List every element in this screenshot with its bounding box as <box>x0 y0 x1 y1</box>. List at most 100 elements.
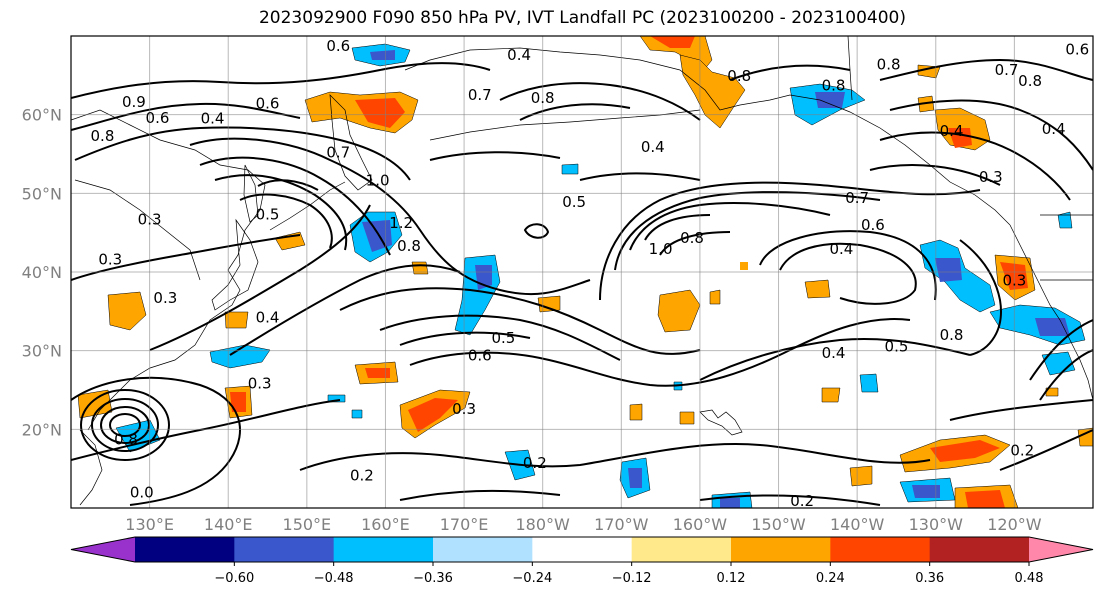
positive-anomaly-patch <box>355 98 405 128</box>
longitude-label: 130°W <box>909 515 964 534</box>
coastline-sakhalin <box>243 164 259 223</box>
coastline-philippines <box>79 429 103 506</box>
contour-value-label: 0.4 <box>641 138 665 156</box>
longitude-label: 180°W <box>516 515 571 534</box>
contour-line <box>889 99 1093 171</box>
colorbar-tick-label: −0.12 <box>612 571 652 586</box>
contour-value-label: 0.3 <box>98 250 122 268</box>
colorbar-tick-label: 0.36 <box>915 571 944 586</box>
negative-anomaly-patch <box>370 50 395 60</box>
coastline-alaska <box>404 47 1011 226</box>
colorbar-segment <box>234 537 335 562</box>
latitude-label: 50°N <box>22 184 62 203</box>
contour-value-label: 0.3 <box>1002 272 1026 290</box>
contour-value-label: 0.4 <box>822 344 846 362</box>
coastline-hawaii <box>699 409 743 436</box>
contour-value-label: 0.6 <box>861 216 885 234</box>
positive-anomaly-patch <box>107 291 147 331</box>
positive-anomaly-patch <box>965 490 1005 508</box>
colorbar-tick-label: −0.24 <box>512 571 552 586</box>
colorbar-tick-label: 0.24 <box>816 571 845 586</box>
contour-line <box>71 376 241 506</box>
negative-anomaly-patch <box>1057 211 1073 229</box>
contour-value-label: 0.8 <box>397 237 421 255</box>
positive-anomaly-patch <box>930 440 1000 462</box>
negative-anomaly-patch <box>815 92 845 108</box>
contour-value-label: 0.4 <box>1042 120 1066 138</box>
contour-value-label: 0.8 <box>680 229 704 247</box>
positive-anomaly-patch <box>740 262 748 270</box>
contour-line <box>644 214 711 241</box>
colorbar-tick-label: −0.48 <box>314 571 354 586</box>
longitude-label: 160°W <box>673 515 728 534</box>
contour-value-label: 0.2 <box>523 454 547 472</box>
longitude-label: 150°E <box>283 515 332 534</box>
colorbar-outline <box>70 536 1094 563</box>
negative-anomaly-patch <box>628 468 642 488</box>
contour-value-label: 0.8 <box>1018 72 1042 90</box>
contour-value-label: 0.7 <box>468 86 492 104</box>
contour-ring <box>80 389 170 461</box>
contour-line <box>399 331 531 346</box>
colorbar-segment <box>929 537 1030 562</box>
contour-value-label: 0.7 <box>326 143 350 161</box>
negative-anomaly-patch <box>720 498 740 508</box>
coastline-kamchatka <box>329 94 373 191</box>
colorbar-tick-label: −0.36 <box>413 571 453 586</box>
negative-anomaly-patch <box>935 258 962 282</box>
positive-anomaly-patch <box>650 36 695 48</box>
contour-value-label: 1.2 <box>389 214 413 232</box>
positive-anomaly-patch <box>537 295 561 313</box>
contour-value-label: 0.6 <box>468 346 492 364</box>
contour-value-label: 0.6 <box>146 109 170 127</box>
contour-line <box>779 242 917 305</box>
contour-line <box>71 234 301 281</box>
positive-anomaly-patch <box>77 389 113 419</box>
latitude-label: 60°N <box>22 106 62 125</box>
colorbar-tick-label: 0.12 <box>717 571 746 586</box>
contour-value-label: 0.4 <box>830 240 854 258</box>
positive-anomaly-patch <box>365 368 390 378</box>
contour-value-label: 0.8 <box>822 77 846 95</box>
contour-value-label: 0.4 <box>940 122 964 140</box>
contour-line <box>214 174 348 251</box>
contour-line <box>659 231 731 256</box>
contour-line <box>519 103 631 121</box>
contour-line <box>71 102 301 131</box>
colorbar: −0.60 −0.48 −0.36 −0.24 −0.12 0.12 0.24 0.36 0.4… <box>70 536 1094 586</box>
negative-anomaly-patch <box>1041 351 1076 376</box>
negative-anomaly-patch <box>561 163 579 175</box>
gridline-layer <box>71 36 1093 508</box>
colorbar-segment <box>830 537 931 562</box>
contour-value-label: 0.3 <box>452 400 476 418</box>
positive-anomaly-patch <box>1045 387 1059 397</box>
longitude-label: 120°W <box>987 515 1042 534</box>
contour-value-label: 0.7 <box>845 189 869 207</box>
latitude-label: 40°N <box>22 263 62 282</box>
contour-line <box>699 338 971 381</box>
contour-line <box>959 239 1002 356</box>
coastline-asia <box>71 109 266 431</box>
contour-value-label: 0.2 <box>1010 442 1034 460</box>
longitude-label: 140°E <box>204 515 253 534</box>
positive-anomaly-patch <box>224 311 249 329</box>
contour-ring <box>91 398 159 452</box>
contour-value-label: 0.8 <box>940 326 964 344</box>
colorbar-segment <box>731 537 831 562</box>
contour-value-label: 0.5 <box>491 329 515 347</box>
contour-value-label: 0.4 <box>256 309 280 327</box>
coastline-japan <box>211 218 259 311</box>
contour-line <box>189 137 591 296</box>
longitude-label: 170°W <box>594 515 649 534</box>
contour-line <box>879 131 1071 201</box>
contour-ring <box>109 413 141 437</box>
contour-line <box>379 314 621 361</box>
longitude-label: 130°E <box>125 515 174 534</box>
contour-ring <box>100 406 150 444</box>
contour-line <box>1029 319 1093 381</box>
contour-value-label: 0.3 <box>153 289 177 307</box>
positive-anomaly-patch <box>657 289 701 333</box>
latitude-label: 20°N <box>22 420 62 439</box>
contour-value-label: 0.8 <box>531 89 555 107</box>
